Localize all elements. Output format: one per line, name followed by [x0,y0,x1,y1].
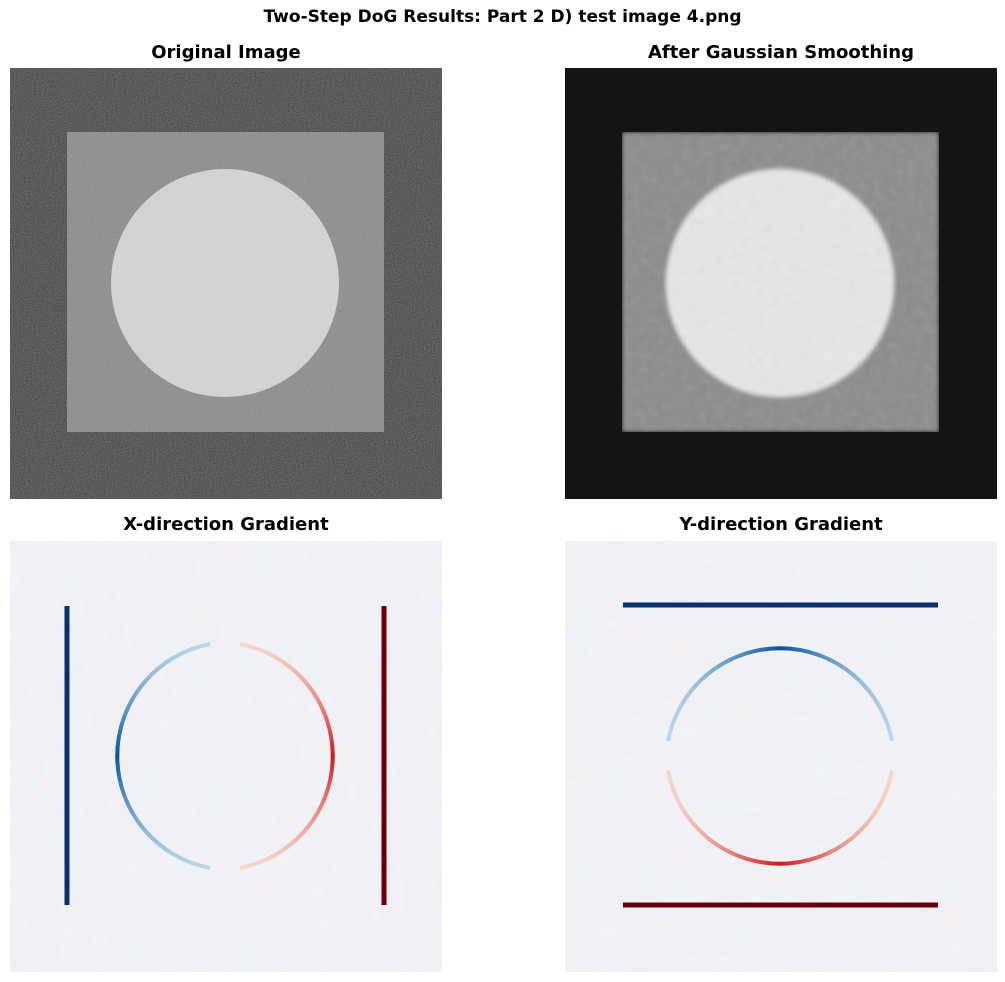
circle-region [666,169,894,397]
circle-top-arc [666,646,894,742]
x-gradient-image [10,541,442,972]
smoothed-image [565,68,997,499]
smoothed-image-panel [565,68,997,499]
smoothed-image-title: After Gaussian Smoothing [647,42,915,63]
y-gradient-image [565,541,997,972]
gradient-background [10,541,442,972]
circle-right-arc [239,642,335,870]
original-image-panel [10,68,442,499]
x-gradient-title: X-direction Gradient [123,514,329,535]
circle-left-arc [115,642,211,870]
figure-title: Two-Step DoG Results: Part 2 D) test ima… [263,7,742,27]
x-gradient-panel [10,541,442,972]
original-image-title: Original Image [151,42,301,63]
gradient-background [565,541,997,972]
y-gradient-panel [565,541,997,972]
circle-region [111,169,339,397]
circle-bottom-arc [666,770,894,866]
y-gradient-title: Y-direction Gradient [679,514,883,535]
original-image [10,68,442,499]
